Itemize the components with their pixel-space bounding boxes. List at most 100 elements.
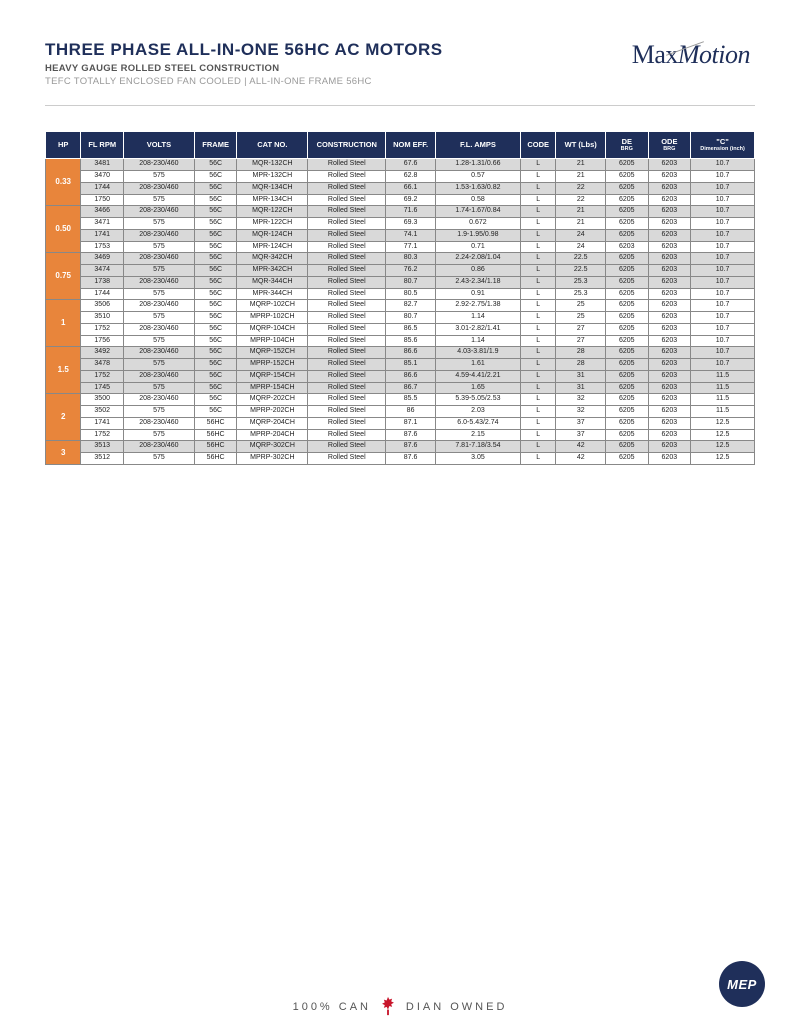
page-footer: 100% CAN DIAN OWNED MEP	[0, 995, 800, 1017]
table-cell: 6205	[606, 206, 649, 218]
table-cell: 28	[556, 347, 606, 359]
table-cell: 56C	[194, 394, 237, 406]
table-cell: 10.7	[691, 300, 755, 312]
table-cell: Rolled Steel	[308, 253, 386, 265]
table-cell: 6205	[606, 182, 649, 194]
table-cell: 10.7	[691, 323, 755, 335]
table-cell: MQRP-302CH	[237, 441, 308, 453]
table-cell: 2.43-2.34/1.18	[435, 276, 520, 288]
table-cell: 6203	[648, 206, 691, 218]
table-cell: 208-230/460	[123, 441, 194, 453]
table-cell: 22.5	[556, 265, 606, 277]
table-cell: 6205	[606, 171, 649, 183]
table-cell: MPRP-154CH	[237, 382, 308, 394]
table-cell: 6205	[606, 370, 649, 382]
table-cell: 56C	[194, 288, 237, 300]
table-cell: 10.7	[691, 253, 755, 265]
table-cell: Rolled Steel	[308, 406, 386, 418]
table-cell: 208-230/460	[123, 347, 194, 359]
table-cell: 1741	[81, 229, 124, 241]
table-cell: 87.6	[386, 429, 436, 441]
table-cell: Rolled Steel	[308, 206, 386, 218]
table-cell: 56C	[194, 323, 237, 335]
table-cell: 80.3	[386, 253, 436, 265]
table-cell: MQRP-202CH	[237, 394, 308, 406]
table-row: 175057556CMPR-134CHRolled Steel69.20.58L…	[46, 194, 755, 206]
table-cell: 3506	[81, 300, 124, 312]
table-row: 1752208-230/46056CMQRP-104CHRolled Steel…	[46, 323, 755, 335]
table-cell: 3502	[81, 406, 124, 418]
table-cell: 56C	[194, 229, 237, 241]
table-cell: 6203	[648, 335, 691, 347]
table-cell: 25.3	[556, 288, 606, 300]
table-row: 1744208-230/46056CMQR-134CHRolled Steel6…	[46, 182, 755, 194]
table-cell: MPRP-204CH	[237, 429, 308, 441]
table-cell: Rolled Steel	[308, 171, 386, 183]
table-cell: Rolled Steel	[308, 382, 386, 394]
table-cell: 6205	[606, 429, 649, 441]
table-cell: L	[520, 241, 555, 253]
table-cell: 6205	[606, 347, 649, 359]
table-cell: 77.1	[386, 241, 436, 253]
table-cell: Rolled Steel	[308, 276, 386, 288]
table-cell: MPRP-302CH	[237, 453, 308, 465]
page-tagline: TEFC TOTALLY ENCLOSED FAN COOLED | ALL-I…	[45, 76, 443, 87]
column-header: WT (Lbs)	[556, 132, 606, 159]
table-cell: 4.59-4.41/2.21	[435, 370, 520, 382]
table-cell: 6203	[648, 453, 691, 465]
table-cell: 1.65	[435, 382, 520, 394]
table-cell: 56C	[194, 347, 237, 359]
table-cell: MQRP-154CH	[237, 370, 308, 382]
table-row: 0.333481208-230/46056CMQR-132CHRolled St…	[46, 159, 755, 171]
column-header: CAT NO.	[237, 132, 308, 159]
table-cell: Rolled Steel	[308, 312, 386, 324]
table-cell: 208-230/460	[123, 276, 194, 288]
table-cell: 6.0-5.43/2.74	[435, 417, 520, 429]
table-cell: 0.57	[435, 171, 520, 183]
table-cell: 6203	[648, 265, 691, 277]
table-cell: 1744	[81, 288, 124, 300]
table-cell: 12.5	[691, 429, 755, 441]
table-cell: 6205	[606, 229, 649, 241]
table-cell: 6203	[648, 194, 691, 206]
table-cell: 6203	[648, 253, 691, 265]
table-cell: 1744	[81, 182, 124, 194]
table-cell: 6203	[648, 182, 691, 194]
table-cell: 1753	[81, 241, 124, 253]
table-cell: Rolled Steel	[308, 429, 386, 441]
table-row: 13506208-230/46056CMQRP-102CHRolled Stee…	[46, 300, 755, 312]
column-header: "C"Dimension (inch)	[691, 132, 755, 159]
table-cell: L	[520, 417, 555, 429]
table-cell: MPRP-102CH	[237, 312, 308, 324]
table-cell: 28	[556, 359, 606, 371]
table-cell: 32	[556, 394, 606, 406]
table-cell: MPR-124CH	[237, 241, 308, 253]
table-cell: 6203	[648, 241, 691, 253]
page-subtitle: HEAVY GAUGE ROLLED STEEL CONSTRUCTION	[45, 63, 443, 74]
table-cell: 87.6	[386, 453, 436, 465]
table-cell: 25	[556, 312, 606, 324]
table-row: 0.753469208-230/46056CMQR-342CHRolled St…	[46, 253, 755, 265]
table-cell: 3466	[81, 206, 124, 218]
column-header: HP	[46, 132, 81, 159]
table-row: 1741208-230/46056CMQR-124CHRolled Steel7…	[46, 229, 755, 241]
table-cell: 3471	[81, 218, 124, 230]
table-cell: 575	[123, 382, 194, 394]
table-cell: 71.6	[386, 206, 436, 218]
table-cell: 6205	[606, 253, 649, 265]
logo-prefix: Max	[632, 40, 678, 69]
table-cell: 82.7	[386, 300, 436, 312]
table-cell: 1.28-1.31/0.66	[435, 159, 520, 171]
table-cell: 21	[556, 171, 606, 183]
table-cell: 6203	[648, 288, 691, 300]
table-cell: L	[520, 370, 555, 382]
table-cell: 6205	[606, 312, 649, 324]
table-cell: 3.01-2.82/1.41	[435, 323, 520, 335]
table-cell: 575	[123, 429, 194, 441]
maxmotion-logo: MaxMotion	[632, 40, 755, 70]
table-cell: MPRP-104CH	[237, 335, 308, 347]
table-cell: 6203	[648, 417, 691, 429]
table-cell: 56C	[194, 312, 237, 324]
table-cell: 6205	[606, 159, 649, 171]
column-header: CODE	[520, 132, 555, 159]
